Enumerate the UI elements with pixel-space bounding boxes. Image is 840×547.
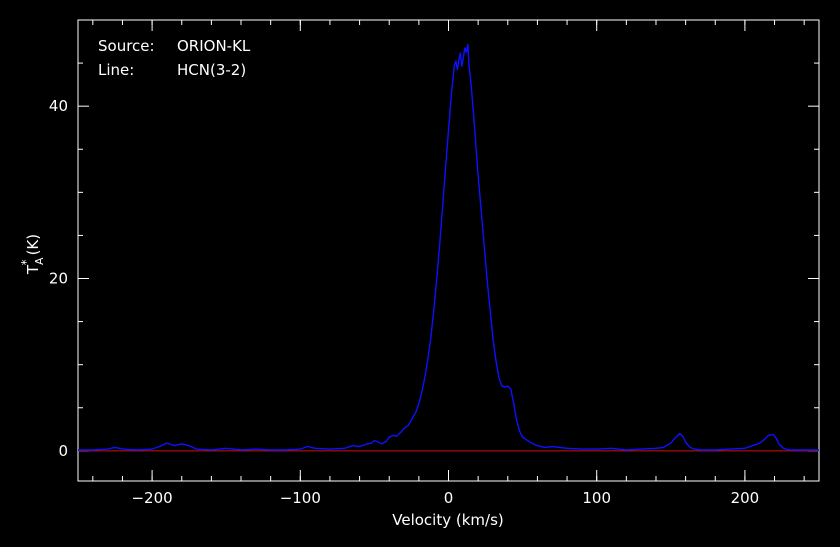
source-key: Source: (98, 37, 155, 55)
y-tick-label: 40 (49, 97, 68, 115)
x-tick-label: −200 (131, 489, 172, 507)
x-tick-label: 200 (731, 489, 760, 507)
x-tick-label: 0 (444, 489, 454, 507)
x-tick-label: 100 (582, 489, 611, 507)
y-axis-label: TA* (K) (19, 234, 46, 275)
x-tick-label: −100 (280, 489, 321, 507)
line-value: HCN(3-2) (177, 61, 246, 79)
y-axis-label-sup: * (19, 259, 33, 265)
series-line (78, 43, 819, 451)
y-tick-label: 0 (58, 442, 68, 460)
axis-ticks (78, 20, 819, 481)
y-tick-labels: 0 20 40 (49, 97, 68, 460)
y-axis-label-main: T (24, 264, 42, 275)
y-tick-label: 20 (49, 270, 68, 288)
line-key: Line: (98, 61, 134, 79)
x-tick-labels: −200 −100 0 100 200 (131, 489, 759, 507)
source-value: ORION-KL (177, 37, 251, 55)
y-axis-label-unit: (K) (24, 234, 42, 256)
svg-text:TA*(K): TA* (K) (19, 234, 46, 275)
x-axis-label: Velocity (km/s) (392, 511, 503, 529)
y-axis-label-sub: A (33, 257, 46, 265)
